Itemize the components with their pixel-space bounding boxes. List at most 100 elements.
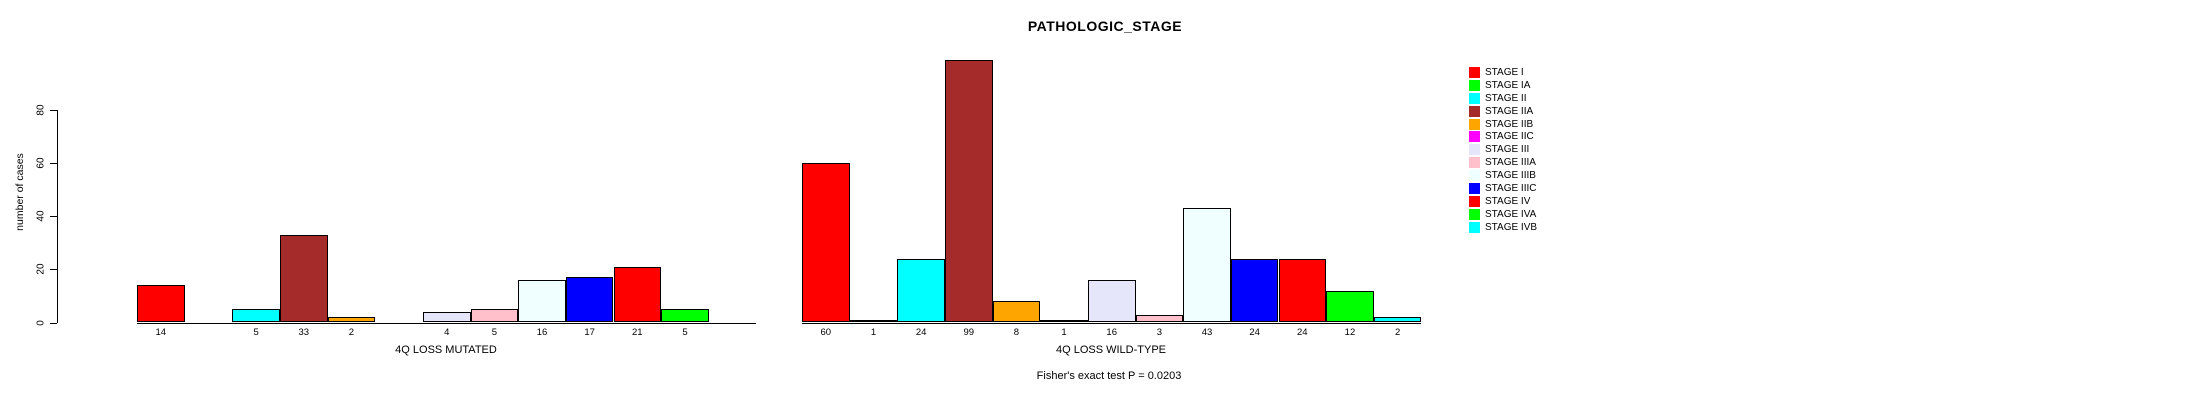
bar-value-label: 5 (253, 327, 259, 338)
bar-stage-iic (1040, 319, 1088, 323)
y-axis-label: number of cases (14, 153, 26, 231)
bar-stage-iv (613, 266, 662, 323)
bar-value-label: 60 (820, 327, 832, 338)
bar-stage-iii (422, 311, 471, 323)
legend-swatch (1469, 131, 1480, 143)
bar-stage-iiia (470, 309, 519, 323)
bar-stage-iia (279, 234, 328, 323)
bar-stage-ivb (1373, 317, 1422, 323)
legend-item: STAGE IVA (1469, 208, 1537, 221)
bar-stage-iib (327, 317, 376, 323)
legend-swatch (1469, 157, 1480, 169)
legend-swatch (1469, 208, 1480, 220)
legend-label: STAGE IIIB (1485, 170, 1536, 182)
legend-item: STAGE IIIB (1469, 169, 1537, 182)
legend-swatch (1469, 118, 1480, 130)
legend-item: STAGE IIB (1469, 118, 1537, 131)
legend-item: STAGE IA (1469, 79, 1537, 92)
legend-label: STAGE IIC (1485, 131, 1534, 143)
y-tick-label: 0 (35, 319, 47, 326)
legend-label: STAGE IV (1485, 195, 1531, 207)
x-axis-baseline (137, 322, 757, 324)
legend-label: STAGE IIA (1485, 105, 1534, 117)
bar-value-label: 24 (915, 327, 927, 338)
bar-stage-iiic (565, 277, 614, 323)
y-tick-label: 80 (35, 104, 47, 116)
y-tick-mark (50, 163, 57, 165)
bar-value-label: 1 (1061, 327, 1067, 338)
legend-item: STAGE I (1469, 66, 1537, 79)
legend-item: STAGE IIC (1469, 130, 1537, 143)
bar-stage-iiib (1183, 208, 1231, 323)
bar-value-label: 8 (1013, 327, 1020, 338)
bar-stage-ii (232, 309, 280, 323)
bar-value-label: 2 (1394, 327, 1401, 338)
bar-value-label: 5 (682, 327, 688, 338)
legend-item: STAGE II (1469, 92, 1537, 105)
bar-value-label: 4 (444, 327, 450, 338)
bar-value-label: 1 (870, 327, 877, 338)
bar-stage-iia (944, 59, 993, 323)
bar-stage-ii (897, 258, 945, 323)
legend-item: STAGE IIIC (1469, 182, 1537, 195)
legend-swatch (1469, 182, 1480, 194)
y-tick-label: 60 (35, 157, 47, 169)
legend-label: STAGE IA (1485, 79, 1531, 91)
bar-value-label: 14 (155, 327, 167, 338)
legend-label: STAGE IVA (1485, 208, 1537, 220)
legend-swatch (1469, 144, 1480, 156)
bar-value-label: 17 (584, 327, 595, 338)
y-tick-label: 20 (35, 263, 47, 275)
y-tick-mark (50, 110, 57, 112)
bar-value-label: 16 (536, 327, 548, 338)
bar-value-label: 12 (1344, 327, 1356, 338)
x-axis-label-wild-type: 4Q LOSS WILD-TYPE (1055, 344, 1167, 356)
legend-label: STAGE II (1485, 92, 1527, 104)
bar-value-label: 2 (348, 327, 355, 338)
bar-stage-ia (849, 319, 898, 323)
legend: STAGE I STAGE IA STAGE II STAGE IIA STAGE II… (1469, 66, 1537, 234)
legend-label: STAGE IIIA (1485, 157, 1536, 169)
legend-item: STAGE IIIA (1469, 156, 1537, 169)
chart-title: PATHOLOGIC_STAGE (1027, 18, 1183, 34)
y-axis-line (57, 110, 58, 323)
legend-label: STAGE IIB (1485, 118, 1534, 130)
legend-swatch (1469, 66, 1480, 78)
bar-stage-iii (1087, 280, 1136, 323)
bar-value-label: 21 (632, 327, 643, 338)
bar-stage-i (137, 285, 185, 323)
bar-value-label: 24 (1297, 327, 1308, 338)
legend-label: STAGE I (1485, 66, 1524, 78)
legend-swatch (1469, 105, 1480, 117)
legend-swatch (1469, 92, 1480, 104)
bar-stage-iib (992, 301, 1041, 323)
bar-value-label: 3 (1156, 327, 1163, 338)
y-tick-mark (50, 322, 57, 324)
x-axis-baseline (802, 322, 1422, 324)
bar-stage-iiib (518, 280, 566, 323)
bar-stage-iva (1326, 290, 1374, 323)
bar-value-label: 5 (491, 327, 498, 338)
y-tick-label: 40 (35, 210, 47, 222)
bar-stage-iiic (1230, 258, 1279, 323)
legend-item: STAGE III (1469, 143, 1537, 156)
bar-value-label: 43 (1201, 327, 1213, 338)
x-axis-label-mutated: 4Q LOSS MUTATED (395, 344, 497, 356)
bar-value-label: 24 (1249, 327, 1260, 338)
bar-value-label: 33 (298, 327, 310, 338)
fisher-test-annotation: Fisher's exact test P = 0.0203 (1036, 370, 1182, 382)
legend-item: STAGE IV (1469, 195, 1537, 208)
legend-item: STAGE IIA (1469, 105, 1537, 118)
y-tick-mark (50, 269, 57, 271)
legend-label: STAGE III (1485, 144, 1530, 156)
bar-stage-i (802, 163, 850, 323)
bar-value-label: 99 (963, 327, 975, 338)
legend-item: STAGE IVB (1469, 221, 1537, 234)
legend-label: STAGE IIIC (1485, 182, 1537, 194)
legend-swatch (1469, 221, 1480, 233)
bar-stage-iiia (1135, 314, 1184, 323)
legend-swatch (1469, 195, 1480, 207)
legend-swatch (1469, 170, 1480, 182)
bar-stage-iva (661, 309, 709, 323)
